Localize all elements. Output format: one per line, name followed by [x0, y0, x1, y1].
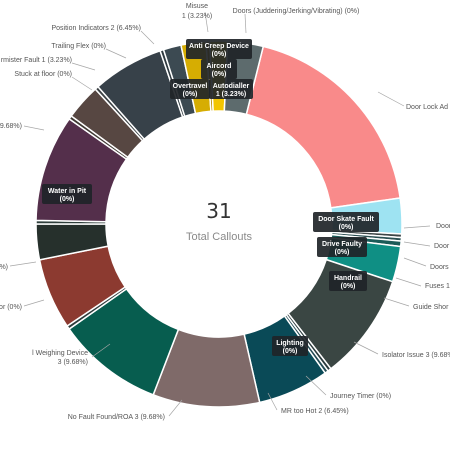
external-label: 1 (3.23%) — [182, 13, 212, 20]
slice-tag: Aircord(0%) — [201, 59, 237, 79]
external-label: or (0%) — [0, 304, 22, 311]
leader-line — [204, 11, 209, 33]
slice-tag-text: (0%) — [212, 71, 227, 78]
leader-line — [105, 48, 127, 59]
leader-line — [353, 341, 379, 355]
total-caption: Total Callouts — [186, 231, 253, 243]
external-label: Guide Shor — [413, 304, 449, 311]
external-label: Isolator Issue 3 (9.68% — [382, 352, 450, 359]
external-label: No Fault Found/ROA 3 (9.68%) — [68, 414, 165, 421]
slice-tag-text: (0%) — [283, 348, 298, 355]
slice-tag: Lighting(0%) — [272, 336, 308, 356]
external-label: Trailing Flex (0%) — [51, 43, 106, 50]
external-label: rmister Fault 1 (3.23%) — [1, 57, 72, 64]
slice-tag-text: Door Skate Fault — [318, 216, 374, 223]
leader-line — [71, 76, 93, 91]
slice-tag-text: (0%) — [335, 249, 350, 256]
slice-tag-text: (0%) — [339, 224, 354, 231]
leader-line — [395, 277, 422, 287]
slice-tag-box — [42, 184, 92, 204]
leader-line — [305, 375, 327, 396]
external-label: (0%) — [0, 264, 8, 271]
external-label: 9.68%) — [0, 123, 22, 130]
external-label: Doors (Juddering/Jerking/Vibrating) (0%) — [233, 8, 360, 15]
leader-line — [383, 297, 410, 307]
leader-line — [403, 225, 431, 229]
slice-tag: Door Skate Fault(0%) — [313, 212, 379, 232]
slice-tag-text: Aircord — [207, 63, 232, 70]
slice-tag-text: Drive Faulty — [322, 241, 362, 248]
leader-line — [377, 91, 405, 107]
leader-line — [168, 399, 183, 417]
slice-tag-text: (0%) — [183, 91, 198, 98]
slice-tag-box — [317, 237, 367, 257]
external-label: Door Lock Ad — [406, 104, 448, 111]
leader-line — [403, 257, 427, 267]
slice-tag-box — [201, 59, 237, 79]
external-label: l Weighing Device — [32, 350, 88, 357]
total-value: 31 — [206, 199, 231, 223]
slice-tag-box — [329, 271, 367, 291]
external-label: MR too Hot 2 (6.45%) — [281, 408, 349, 415]
slice-tag-box — [170, 79, 210, 99]
slice-tag-box — [272, 336, 308, 356]
slice-tag: Water in Pit(0%) — [42, 184, 92, 204]
external-label: Stuck at floor (0%) — [14, 71, 72, 78]
slice-tag: Overtravel(0%) — [170, 79, 210, 99]
slice-tag-box — [313, 212, 379, 232]
slice-tag-text: (0%) — [60, 196, 75, 203]
leader-line — [9, 261, 37, 267]
external-label: Fuses 1 — [425, 283, 450, 290]
external-label: Misuse — [186, 3, 208, 10]
donut-slice[interactable] — [245, 45, 401, 209]
leader-line — [23, 299, 45, 307]
leader-line — [140, 30, 155, 45]
slice-tag-text: Handrail — [334, 275, 362, 282]
external-label: Doors — [430, 264, 449, 271]
external-labels: Misuse 1 (3.23%) Doors (Juddering/Jerking/… — [0, 3, 450, 421]
slice-tag-text: Anti Creep Device — [189, 43, 249, 50]
external-label: Position Indicators 2 (6.45%) — [52, 25, 142, 32]
leader-line — [23, 125, 45, 131]
external-label: 3 (9.68%) — [58, 359, 88, 366]
leader-line — [267, 392, 278, 411]
slice-tag-text: Lighting — [276, 340, 304, 347]
leader-lines — [9, 11, 431, 417]
leader-line — [71, 62, 96, 71]
external-label: Door — [436, 223, 450, 230]
slice-tag-text: Water in Pit — [48, 188, 87, 195]
leader-line — [91, 343, 111, 358]
slice-tag-box — [209, 79, 253, 99]
slice-tags: Anti Creep Device(0%)Aircord(0%)Overtrav… — [42, 39, 379, 356]
slice-tag: Handrail(0%) — [329, 271, 367, 291]
slice-tag-text: (0%) — [341, 283, 356, 290]
slice-tag: Anti Creep Device(0%) — [186, 39, 252, 59]
slice-tag-text: 1 (3.23%) — [216, 91, 246, 98]
slice-tag-text: (0%) — [212, 51, 227, 58]
slice-tag: Drive Faulty(0%) — [317, 237, 367, 257]
external-label: Door — [434, 243, 450, 250]
slice-tag-text: Overtravel — [173, 83, 208, 90]
slice-tag-box — [186, 39, 252, 59]
leader-line — [244, 13, 247, 34]
slice-tag-text: Autodialler — [213, 83, 250, 90]
leader-line — [403, 241, 431, 247]
external-label: Journey Timer (0%) — [330, 393, 391, 400]
